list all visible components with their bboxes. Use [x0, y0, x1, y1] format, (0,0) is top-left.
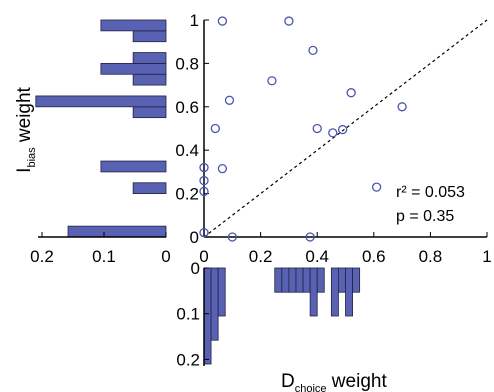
reference-line-group: [203, 19, 488, 238]
scatter-axes: 0 0.2 0.4 0.6 0.8 1 0 0.2 0.4 0.6 0.8 1: [175, 11, 491, 266]
ibias-histogram-tick-label: 0.2: [30, 247, 54, 266]
scatter-x-tick-label: 0.2: [249, 247, 273, 266]
dchoice-histogram-bar: [345, 267, 353, 317]
scatter-y-tick-label: 0.6: [175, 98, 199, 117]
scatter-point: [328, 128, 338, 138]
dchoice-histogram-bar: [309, 267, 318, 317]
scatter-point: [371, 182, 382, 192]
dchoice-histogram-bar: [302, 267, 311, 293]
dchoice-histogram-bar: [210, 267, 219, 341]
y-axis-label: Ibias weight: [14, 86, 38, 172]
y-axis-label-main: I: [14, 168, 35, 173]
dchoice-histogram: 0 0.1 0.2: [176, 259, 361, 369]
scatter-point: [397, 102, 407, 112]
scatter-y-tick-label: 0: [190, 228, 199, 247]
scatter-point: [227, 232, 237, 242]
ibias-histogram-bar: [132, 73, 167, 86]
dchoice-histogram-tick-label: 0.2: [176, 350, 200, 369]
scatter-y-tick-label: 0.2: [175, 185, 199, 204]
x-axis-label-rest: weight: [327, 371, 388, 392]
scatter-point: [284, 16, 294, 26]
svg-text:Ibias weight: Ibias weight: [14, 86, 38, 172]
scatter-point: [267, 76, 277, 86]
scatter-point: [217, 16, 228, 26]
scatter-x-tick-label: 0: [199, 247, 208, 266]
r-squared-label: r² = 0.053: [396, 184, 465, 201]
dchoice-histogram-bar: [316, 267, 325, 293]
scatter-point: [199, 162, 209, 173]
scatter-point: [308, 45, 318, 56]
ibias-histogram-bar: [100, 19, 167, 32]
scatter-point: [346, 88, 356, 98]
scatter-point: [224, 95, 235, 105]
dchoice-histogram-bar: [288, 267, 297, 293]
ibias-histogram-tick-label: 0: [161, 247, 170, 266]
scatter-x-tick-label: 0.4: [305, 247, 329, 266]
scatter-y-tick-label: 0.4: [175, 141, 199, 160]
x-axis-label-sub: choice: [295, 383, 327, 392]
ibias-histogram-bar: [100, 160, 167, 173]
dchoice-histogram-bar: [330, 267, 339, 317]
scatter-x-tick-label: 0.8: [419, 247, 443, 266]
scatter-y-tick-label: 1: [190, 11, 199, 30]
scatter-x-tick-label: 0.6: [362, 247, 386, 266]
y-axis-label-rest: weight: [14, 86, 35, 147]
scatter-point: [199, 228, 209, 238]
ibias-histogram-bar: [35, 95, 167, 108]
dchoice-histogram-bar: [295, 267, 304, 293]
ibias-histogram-bar: [132, 182, 167, 195]
dchoice-histogram-tick-label: 0: [191, 259, 200, 278]
ibias-histogram-bar: [132, 52, 167, 64]
ibias-histogram-bar: [100, 63, 167, 75]
scatter-point: [210, 123, 220, 134]
dchoice-histogram-bar: [352, 267, 361, 293]
scatter-y-tick-label: 0.8: [175, 54, 199, 73]
scatter-point: [199, 175, 209, 186]
dchoice-histogram-bar: [281, 267, 290, 293]
ibias-histogram: 0.2 0.1 0: [30, 19, 171, 266]
ibias-histogram-bar: [132, 30, 167, 43]
p-value-label: p = 0.35: [396, 208, 454, 225]
scatter-point: [338, 124, 348, 135]
dchoice-histogram-bar: [274, 267, 283, 293]
scatter-point: [305, 232, 315, 242]
dchoice-histogram-bar: [217, 267, 226, 317]
ibias-histogram-bar: [132, 106, 167, 119]
dchoice-histogram-bar: [203, 267, 212, 365]
dchoice-histogram-bar: [338, 267, 346, 293]
x-axis-label: Dchoice weight: [281, 371, 387, 392]
scatter-x-tick-label: 1: [482, 247, 491, 266]
dchoice-histogram-tick-label: 0.1: [176, 305, 200, 324]
identity-reference-line: [203, 19, 488, 238]
scatter-point: [217, 163, 228, 174]
y-axis-label-sub: bias: [26, 147, 38, 168]
ibias-histogram-bar: [67, 225, 167, 238]
scatter-point: [312, 123, 322, 134]
x-axis-label-main: D: [281, 371, 295, 392]
ibias-histogram-tick-label: 0.1: [92, 247, 116, 266]
scatter-point: [199, 186, 209, 197]
scatter-points: [199, 16, 407, 242]
